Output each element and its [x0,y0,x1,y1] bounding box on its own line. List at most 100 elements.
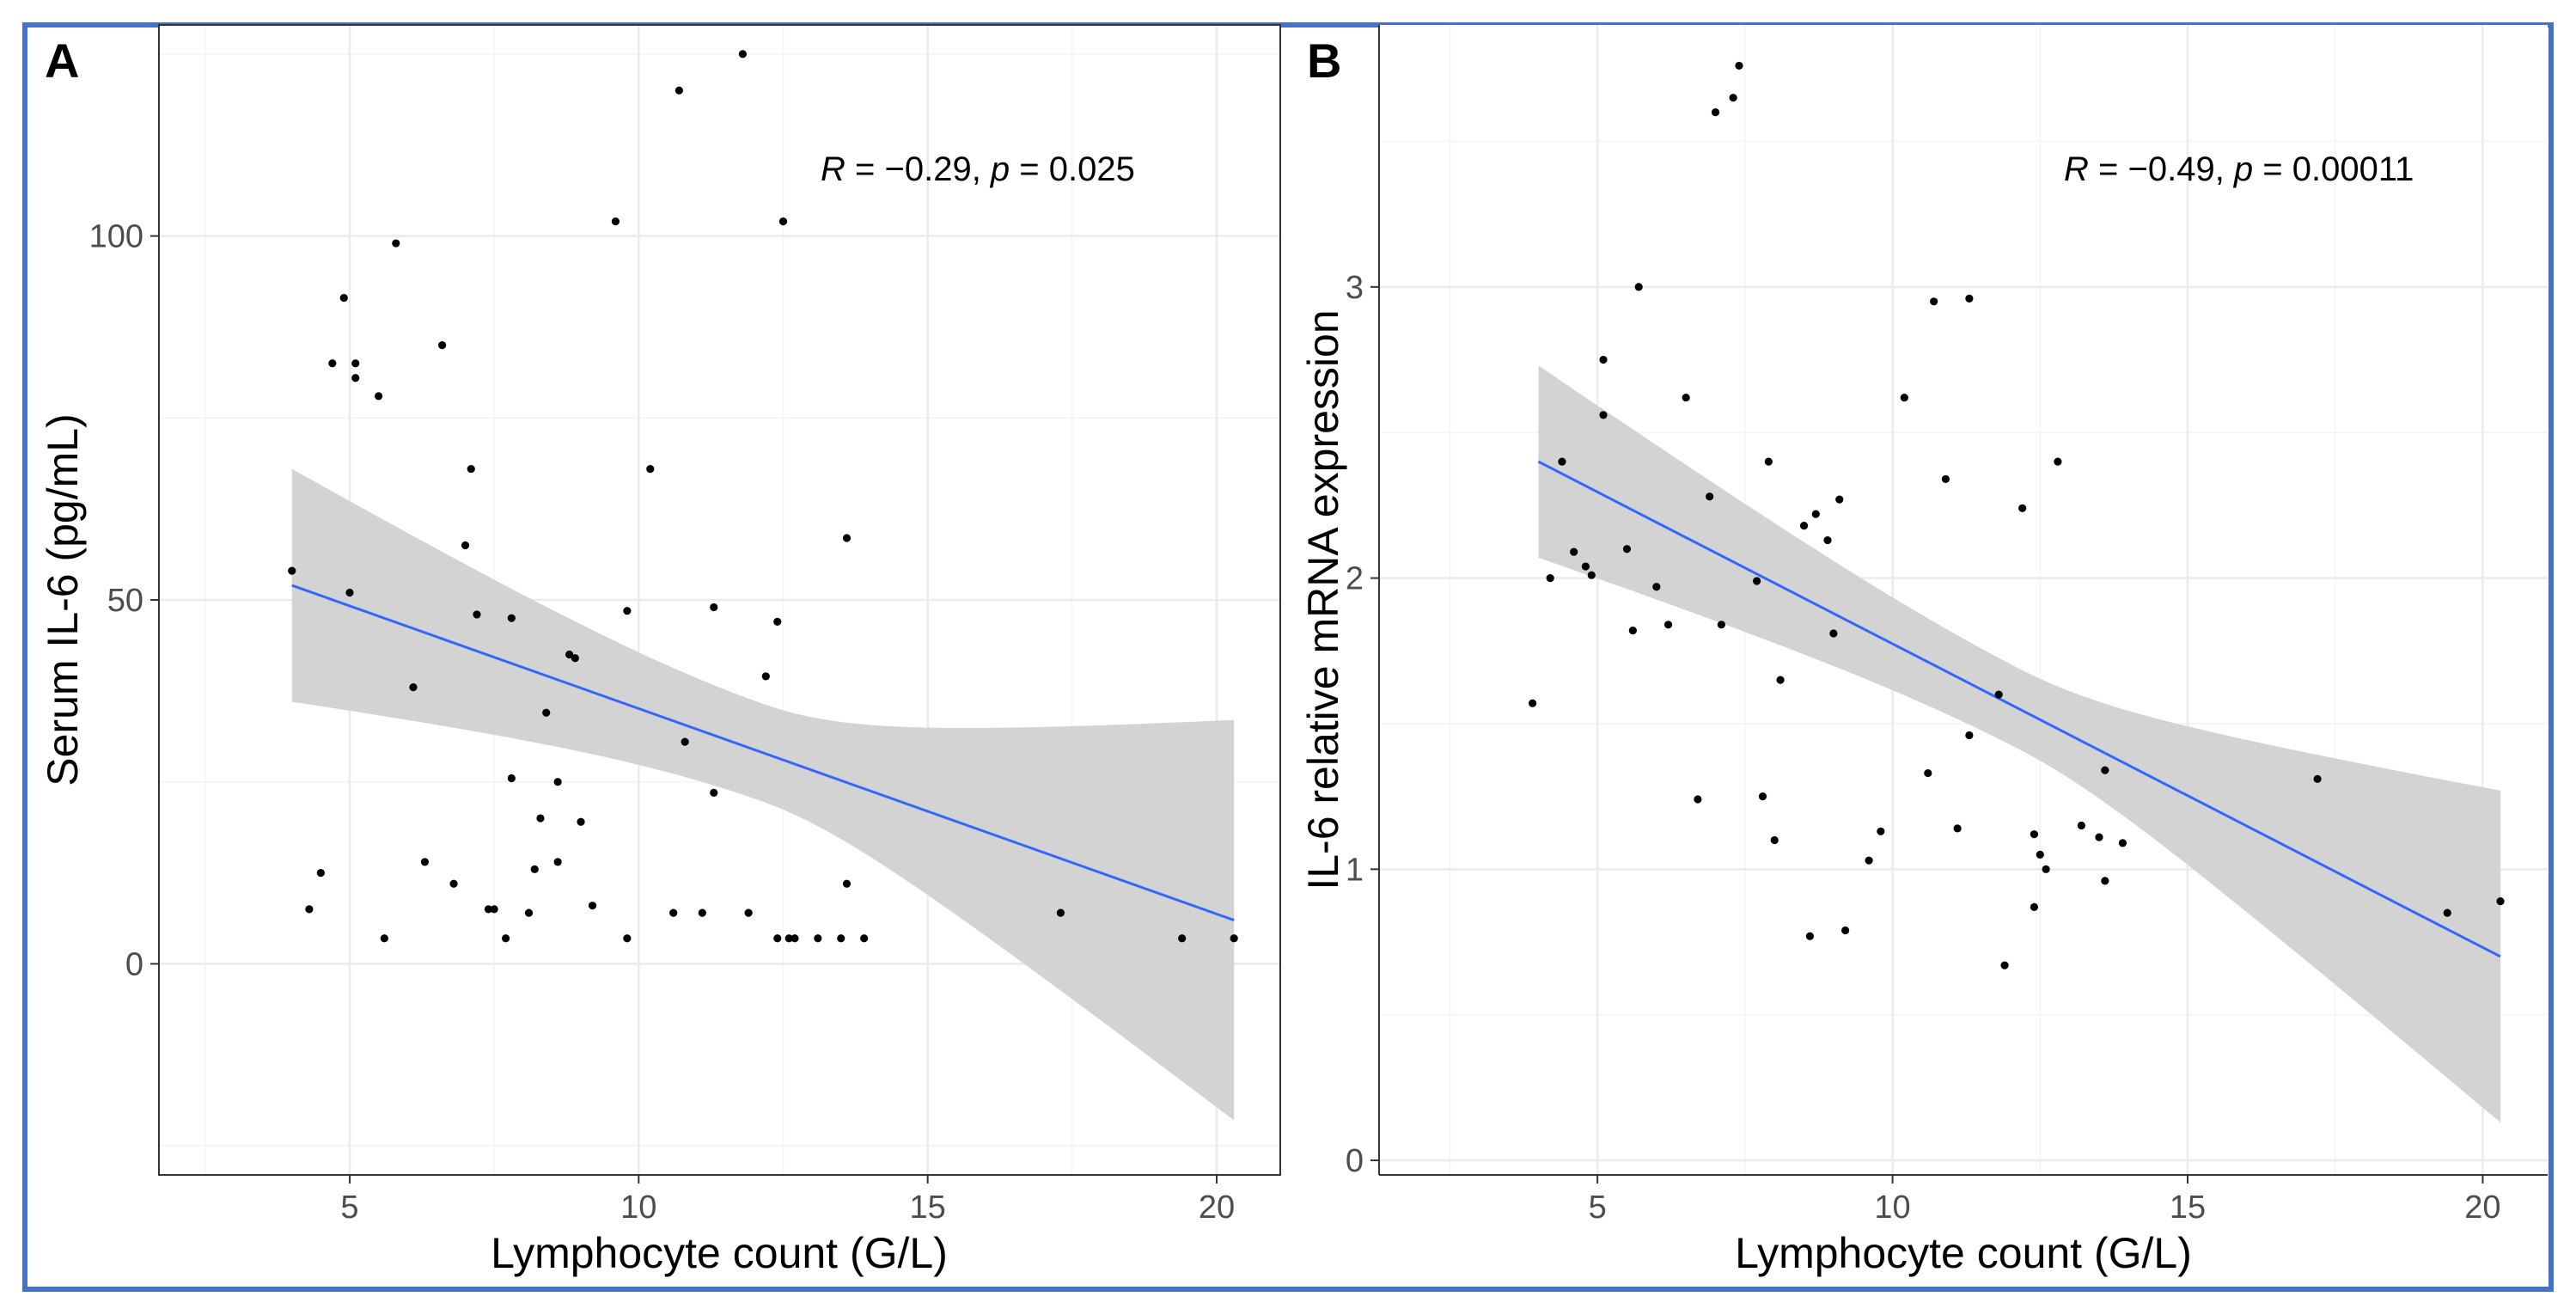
panel-a-data-point [860,934,869,943]
panel-a-data-point [623,607,632,615]
panel-b-data-point [2118,839,2127,847]
panel-b-data-point [1599,355,1608,364]
panel-b-data-point [1811,510,1820,518]
panel-b-x-tick-label: 10 [1874,1190,1910,1226]
panel-b-data-point [1558,457,1566,466]
panel-b-data-point [1965,731,1974,740]
panel-a-data-point [1230,934,1238,943]
panel-a-data-point [842,534,852,542]
panel-a-p-value: = 0.025 [1010,150,1135,188]
panel-b-data-point [2101,766,2109,774]
panel-b-data-point [1663,621,1673,629]
panel-b-data-point [1682,393,1690,402]
panel-a-data-point [345,588,354,597]
panel-b-data-point [1805,932,1815,940]
panel-b-points [1528,61,2505,969]
panel-a-data-point [611,217,620,226]
panel-b-data-point [2101,877,2109,885]
panel-b-data-point [1841,926,1850,935]
panel-a-correlation-annotation: R = −0.29, p = 0.025 [821,150,1135,188]
panel-a-data-point [681,737,689,746]
panel-a-data-point [837,934,845,943]
panel-b-data-point [2000,961,2009,969]
panel-b-x-tick-label: 5 [1589,1190,1607,1226]
panel-b-x-axis-title: Lymphocyte count (G/L) [1735,1229,2192,1277]
panel-b-data-point [1717,621,1725,629]
panel-a-r-symbol: R [821,150,845,188]
panel-b-data-point [1776,676,1785,684]
panel-b-data-point [1900,393,1908,402]
panel-a-data-point [530,865,539,873]
panel-a-letter: A [45,34,79,88]
panel-a-data-point [490,905,498,914]
panel-b-data-point [2496,896,2505,906]
panel-b: B 5 10 15 20 0 1 2 3 R = −0.49, p = 0.00011 Lym… [1299,25,2548,1277]
panel-a-data-point [565,650,574,659]
panel-b-y-tick-label: 3 [1346,270,1364,306]
panel-b-regression-line [1537,460,2501,958]
panel-b-y-tick-label: 0 [1346,1143,1364,1179]
panel-b-r-value: = −0.49, [2089,150,2234,188]
panel-b-data-point [1634,283,1643,291]
panel-a-data-point [553,858,562,866]
panel-a-data-point [542,708,551,717]
panel-b-data-point [1587,571,1596,579]
panel-a: A 5 10 15 20 0 50 100 R = −0.29, p = 0.025 Lym… [39,24,1281,1277]
panel-b-data-point [2313,774,2322,783]
panel-b-data-point [1994,690,2003,699]
panel-b-data-point [1941,474,1950,484]
panel-a-data-point [773,617,782,627]
panel-b-y-tick-label: 1 [1346,852,1364,888]
panel-a-data-point [571,654,579,663]
panel-a-data-point [778,217,788,226]
panel-b-data-point [1799,522,1809,530]
panel-b-data-point [2030,830,2039,839]
panel-a-data-point [473,610,481,619]
panel-a-data-point [420,858,430,866]
panel-b-data-point [1865,856,1873,865]
panel-a-y-tick-label: 50 [107,583,143,619]
panel-a-data-point [438,341,447,350]
panel-a-data-point [814,934,822,943]
panel-a-data-point [524,908,534,917]
panel-a-data-point [507,614,516,622]
panel-a-data-point [339,293,348,303]
panel-b-data-point [2077,821,2085,830]
panel-b-data-point [2042,865,2050,873]
panel-b-data-point [1823,535,1832,545]
panel-b-data-point [1758,792,1767,801]
panel-b-data-point [1729,94,1737,102]
panel-b-data-point [2036,850,2044,859]
panel-b-data-point [1694,795,1702,804]
panel-b-r-symbol: R [2064,150,2089,188]
panel-b-x-tick-label: 20 [2464,1190,2500,1226]
panel-a-data-point [351,374,360,382]
panel-a-data-point [507,774,516,783]
panel-b-ticks: 5 10 15 20 0 1 2 3 [1346,270,2501,1226]
panel-a-data-point [1056,908,1065,917]
panel-a-ticks: 5 10 15 20 0 50 100 [89,219,1236,1226]
panel-a-x-axis-title: Lymphocyte count (G/L) [491,1229,948,1277]
panel-a-x-tick-label: 10 [620,1190,656,1226]
panel-a-data-point [305,905,314,914]
panel-a-data-point [784,934,793,943]
panel-a-y-tick-label: 100 [89,219,143,255]
panel-b-data-point [1628,626,1637,635]
panel-a-data-point [1178,934,1187,943]
panel-a-data-point [623,934,632,943]
panel-b-data-point [1735,61,1743,70]
panel-b-data-point [1599,411,1608,419]
panel-a-data-point [646,464,655,474]
panel-b-data-point [1581,562,1590,571]
panel-a-data-point [710,788,718,798]
panel-a-data-point [536,814,545,823]
panel-b-x-tick-label: 15 [2170,1190,2206,1226]
panel-b-correlation-annotation: R = −0.49, p = 0.00011 [2064,150,2414,188]
panel-a-confidence-ribbon [291,468,1235,1121]
panel-b-data-point [1835,495,1844,504]
panel-b-data-point [1930,297,1938,306]
panel-a-y-tick-label: 0 [125,946,143,982]
panel-b-p-symbol: p [2233,150,2253,188]
panel-b-data-point [2095,833,2103,841]
panel-b-data-point [1706,492,1714,501]
